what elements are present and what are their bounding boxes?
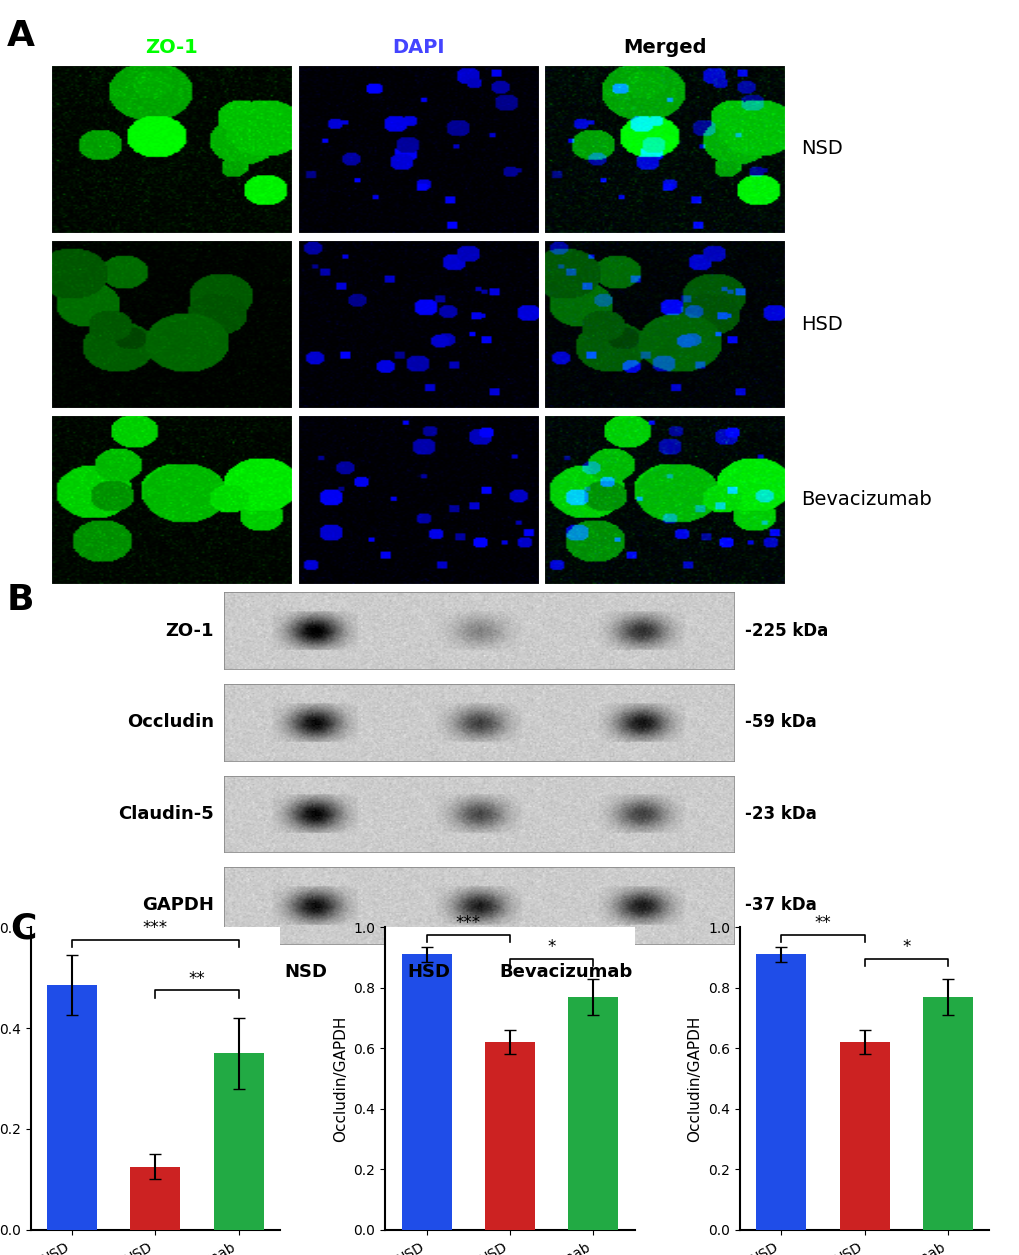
Text: NSD: NSD xyxy=(284,963,327,980)
Text: -225 kDa: -225 kDa xyxy=(744,621,827,640)
Text: C: C xyxy=(10,911,37,945)
Text: -23 kDa: -23 kDa xyxy=(744,804,815,823)
Text: **: ** xyxy=(189,970,205,988)
Bar xyxy=(568,996,618,1230)
Bar xyxy=(922,996,972,1230)
Text: Merged: Merged xyxy=(623,39,706,58)
Text: HSD: HSD xyxy=(407,963,449,980)
Y-axis label: Occludin/GAPDH: Occludin/GAPDH xyxy=(332,1015,347,1142)
Text: HSD: HSD xyxy=(800,315,842,334)
Text: GAPDH: GAPDH xyxy=(143,896,214,915)
Bar xyxy=(47,985,97,1230)
Text: A: A xyxy=(6,19,35,53)
Text: ZO-1: ZO-1 xyxy=(165,621,214,640)
Bar xyxy=(839,1042,889,1230)
Bar xyxy=(485,1042,534,1230)
Text: **: ** xyxy=(814,915,830,932)
Bar xyxy=(130,1167,180,1230)
Bar xyxy=(214,1053,263,1230)
Text: Bevacizumab: Bevacizumab xyxy=(800,489,930,508)
Y-axis label: Occludin/GAPDH: Occludin/GAPDH xyxy=(687,1015,702,1142)
Text: *: * xyxy=(547,939,555,956)
Text: -37 kDa: -37 kDa xyxy=(744,896,815,915)
Text: ***: *** xyxy=(455,915,481,932)
Text: Bevacizumab: Bevacizumab xyxy=(499,963,632,980)
Text: Claudin-5: Claudin-5 xyxy=(118,804,214,823)
Text: -59 kDa: -59 kDa xyxy=(744,713,815,732)
Text: ***: *** xyxy=(143,920,168,937)
Bar xyxy=(401,954,451,1230)
Text: ZO-1: ZO-1 xyxy=(145,39,198,58)
Bar xyxy=(756,954,805,1230)
Text: *: * xyxy=(901,939,910,956)
Text: Occludin: Occludin xyxy=(127,713,214,732)
Text: B: B xyxy=(6,584,34,617)
Text: DAPI: DAPI xyxy=(391,39,444,58)
Text: NSD: NSD xyxy=(800,139,842,158)
